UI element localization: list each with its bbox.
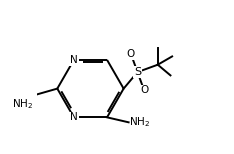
- Text: N: N: [70, 112, 78, 122]
- Text: N: N: [70, 55, 78, 65]
- Text: NH$_2$: NH$_2$: [129, 115, 150, 129]
- Text: O: O: [127, 49, 135, 59]
- Text: NH$_2$: NH$_2$: [12, 97, 33, 111]
- Text: S: S: [134, 67, 141, 77]
- Text: O: O: [140, 85, 148, 95]
